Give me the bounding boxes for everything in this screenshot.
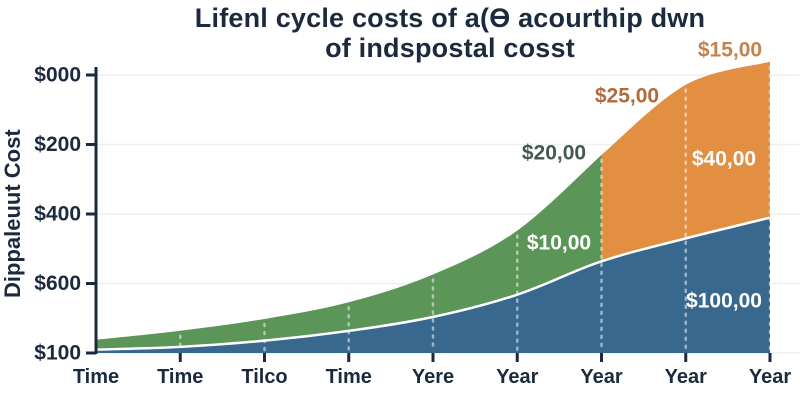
x-tick-label: Year: [665, 366, 707, 388]
y-tick-label: $200: [34, 133, 81, 156]
annotation-label: $25,00: [595, 85, 659, 108]
x-tick-label: Time: [326, 366, 372, 388]
y-tick-label: $000: [34, 64, 81, 87]
x-tick-label: Tilco: [241, 366, 287, 388]
annotation-label: $40,00: [692, 148, 756, 171]
annotation-label: $15,00: [698, 39, 762, 62]
area-green: [96, 154, 602, 353]
chart-title-line1: Lifenl cycle costs of a(ϴ acourthip dwn: [194, 3, 706, 33]
chart-title-line2: of indspostal cosst: [325, 33, 575, 64]
annotation-label: $100,00: [686, 290, 762, 313]
x-tick-label: Year: [580, 366, 622, 388]
x-tick-label: Yere: [412, 366, 454, 388]
x-tick-label: Year: [749, 366, 791, 388]
y-tick-label: $400: [34, 203, 81, 226]
y-tick-label: $100: [34, 342, 81, 365]
annotation-label: $10,00: [527, 232, 591, 255]
annotation-label: $20,00: [522, 142, 586, 165]
x-tick-label: Year: [496, 366, 538, 388]
chart-title: Lifenl cycle costs of a(ϴ acourthip dwn …: [90, 3, 800, 63]
x-tick-label: Time: [73, 366, 119, 388]
x-tick-label: Time: [157, 366, 203, 388]
y-tick-label: $600: [34, 272, 81, 295]
